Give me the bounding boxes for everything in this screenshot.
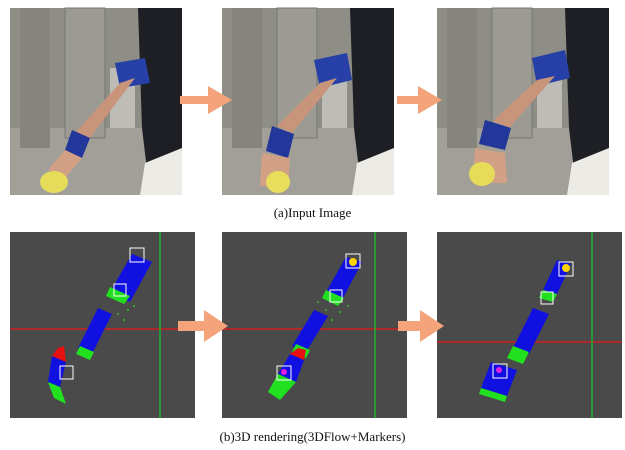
rendering-2-shape-shape: [331, 319, 333, 321]
rendering-3-shape: [562, 264, 570, 272]
rendering-2-shape-shape: [347, 305, 349, 307]
rendering-2-shape-shape: [317, 301, 319, 303]
rendering-3-shape: [496, 367, 502, 373]
rendering-3: [437, 232, 622, 418]
input-image-2: [222, 8, 394, 195]
rendering-1-shape-shape: [117, 313, 119, 315]
rendering-2-shape-shape: [339, 311, 341, 313]
input-image-1-shape: [40, 171, 68, 193]
rendering-2-shape-shape: [325, 309, 327, 311]
caption: (a)Input Image: [0, 205, 625, 221]
rendering-1-shape-shape: [133, 305, 135, 307]
rendering-1-shape-shape: [121, 301, 123, 303]
input-image-3: [437, 8, 609, 195]
caption: (b)3D rendering(3DFlow+Markers): [0, 429, 625, 445]
rendering-1-shape-shape: [123, 319, 125, 321]
input-image-1: [10, 8, 182, 195]
input-image-2-shape: [266, 171, 290, 193]
figure: (a)Input Image (b)3D rendering(3DFlow+Ma…: [0, 0, 625, 450]
rendering-2-shape: [281, 369, 287, 375]
rendering-1-shape-shape: [127, 309, 129, 311]
arrow: [397, 86, 442, 114]
rendering-2: [222, 232, 407, 418]
rendering-1: [10, 232, 195, 418]
figure-art: [0, 0, 625, 450]
rendering-2-shape: [349, 258, 357, 266]
input-image-1-shape: [10, 8, 182, 195]
input-image-3-shape: [469, 162, 495, 186]
